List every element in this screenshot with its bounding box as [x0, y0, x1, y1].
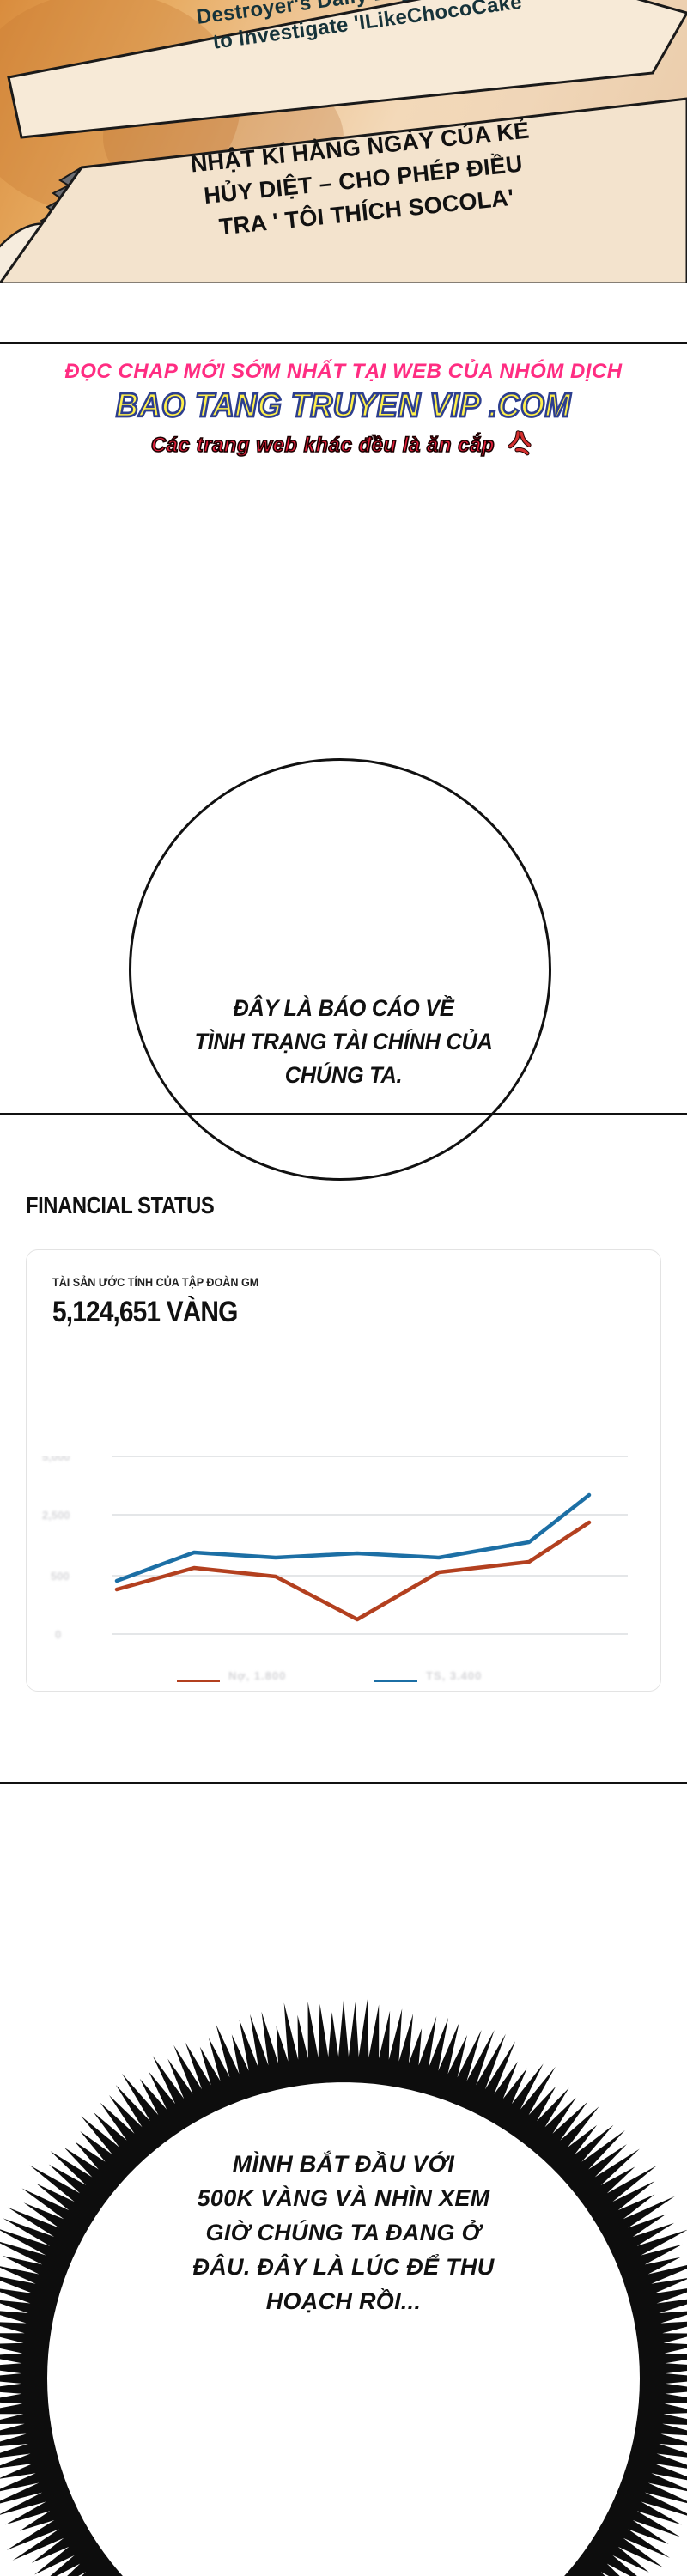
svg-text:0: 0	[55, 1628, 61, 1641]
svg-text:2,500: 2,500	[42, 1509, 70, 1522]
svg-text:500: 500	[51, 1570, 70, 1583]
svg-text:5,000: 5,000	[42, 1456, 70, 1463]
